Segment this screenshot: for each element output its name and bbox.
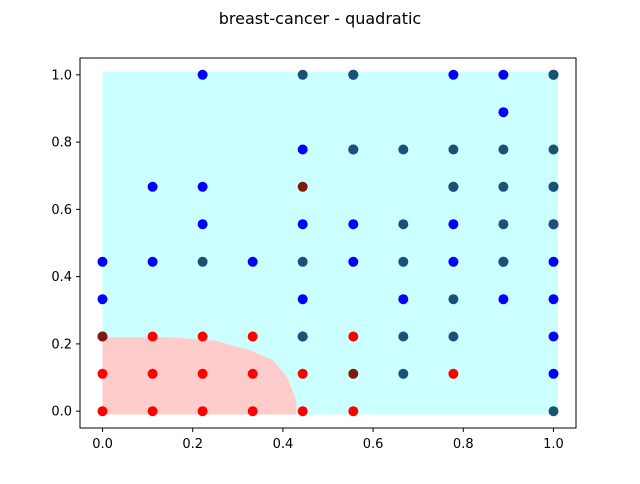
y-tick-label: 0.2 bbox=[51, 337, 72, 352]
scatter-point bbox=[548, 181, 559, 192]
scatter-point bbox=[97, 294, 108, 305]
scatter-point bbox=[548, 294, 559, 305]
scatter-point bbox=[448, 69, 459, 80]
scatter-point bbox=[197, 368, 208, 379]
scatter-point bbox=[448, 256, 459, 267]
y-tick-label: 0.8 bbox=[51, 136, 72, 151]
y-tick-label: 0.4 bbox=[51, 270, 72, 285]
x-tick-label: 0.0 bbox=[92, 437, 113, 452]
scatter-point bbox=[97, 406, 108, 417]
scatter-point bbox=[548, 368, 559, 379]
scatter-point bbox=[97, 331, 108, 342]
scatter-point bbox=[348, 256, 359, 267]
plot-frame bbox=[79, 57, 577, 429]
x-tick-label: 0.6 bbox=[363, 437, 384, 452]
scatter-point bbox=[197, 406, 208, 417]
scatter-point bbox=[398, 256, 409, 267]
scatter-point bbox=[498, 69, 509, 80]
scatter-point bbox=[498, 181, 509, 192]
scatter-point bbox=[548, 406, 559, 417]
scatter-point bbox=[398, 368, 409, 379]
y-axis: 0.0 0.2 0.4 0.6 0.8 1.0 bbox=[51, 68, 80, 420]
y-tick-label: 0.6 bbox=[51, 203, 72, 218]
scatter-point bbox=[297, 144, 308, 155]
scatter-point bbox=[398, 144, 409, 155]
scatter-point bbox=[448, 331, 459, 342]
scatter-point bbox=[448, 368, 459, 379]
scatter-point bbox=[348, 331, 359, 342]
scatter-point bbox=[247, 256, 258, 267]
scatter-point bbox=[297, 256, 308, 267]
scatter-point bbox=[548, 256, 559, 267]
decision-region-0 bbox=[102, 71, 558, 415]
scatter-point bbox=[147, 406, 158, 417]
x-tick-label: 0.2 bbox=[182, 437, 203, 452]
scatter-point bbox=[297, 219, 308, 230]
scatter-point bbox=[297, 181, 308, 192]
scatter-point bbox=[348, 144, 359, 155]
scatter-point bbox=[297, 331, 308, 342]
scatter-point bbox=[548, 331, 559, 342]
scatter-point bbox=[97, 256, 108, 267]
scatter-point bbox=[498, 294, 509, 305]
scatter-point bbox=[197, 219, 208, 230]
scatter-point bbox=[548, 219, 559, 230]
scatter-point bbox=[548, 144, 559, 155]
scatter-point bbox=[498, 144, 509, 155]
scatter-point bbox=[247, 406, 258, 417]
scatter-point bbox=[147, 256, 158, 267]
scatter-point bbox=[197, 181, 208, 192]
scatter-point bbox=[448, 181, 459, 192]
scatter-point bbox=[548, 69, 559, 80]
y-tick-label: 1.0 bbox=[51, 68, 72, 83]
y-tick-label: 0.0 bbox=[51, 405, 72, 420]
x-tick-label: 1.0 bbox=[543, 437, 564, 452]
scatter-point bbox=[297, 368, 308, 379]
scatter-point bbox=[147, 181, 158, 192]
scatter-point bbox=[498, 219, 509, 230]
scatter-point bbox=[197, 69, 208, 80]
scatter-point bbox=[348, 219, 359, 230]
scatter-point bbox=[247, 331, 258, 342]
scatter-point bbox=[348, 406, 359, 417]
scatter-point bbox=[197, 256, 208, 267]
scatter-point bbox=[398, 219, 409, 230]
scatter-point bbox=[498, 107, 509, 118]
scatter-point bbox=[297, 294, 308, 305]
scatter-point bbox=[448, 294, 459, 305]
scatter-point bbox=[348, 368, 359, 379]
scatter-point bbox=[297, 69, 308, 80]
scatter-point bbox=[448, 219, 459, 230]
scatter-point bbox=[297, 406, 308, 417]
decision-regions bbox=[102, 71, 558, 415]
scatter-point bbox=[398, 294, 409, 305]
scatter-point bbox=[147, 331, 158, 342]
scatter-point bbox=[348, 69, 359, 80]
scatter-point bbox=[448, 144, 459, 155]
scatter-points bbox=[97, 69, 559, 417]
x-tick-label: 0.4 bbox=[273, 437, 294, 452]
scatter-point bbox=[97, 368, 108, 379]
scatter-point bbox=[398, 331, 409, 342]
scatter-point bbox=[247, 368, 258, 379]
scatter-point bbox=[147, 368, 158, 379]
chart-title: breast-cancer - quadratic bbox=[219, 9, 421, 28]
x-tick-label: 0.8 bbox=[453, 437, 474, 452]
x-axis: 0.0 0.2 0.4 0.6 0.8 1.0 bbox=[92, 428, 564, 452]
scatter-point bbox=[498, 256, 509, 267]
scatter-point bbox=[197, 331, 208, 342]
